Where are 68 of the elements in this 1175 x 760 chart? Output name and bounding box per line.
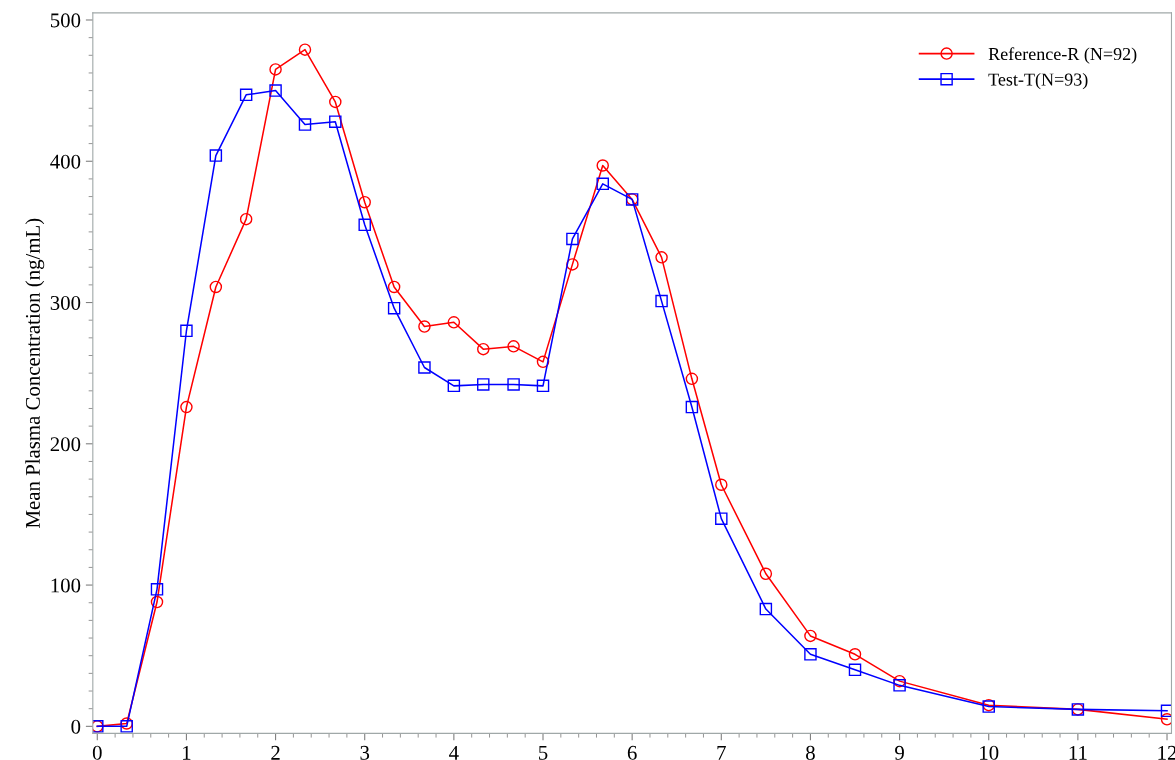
point [209,280,223,294]
y-tick-label: 300 [50,295,81,310]
point [418,361,431,374]
x-tick-label: 1 [183,745,191,760]
point [269,84,282,97]
x-tick-label: 5 [539,746,548,760]
point [507,378,520,391]
x-tick-label: 6 [627,745,637,760]
x-tick-label: 9 [895,745,904,760]
point [759,602,773,616]
point [358,195,371,209]
point [804,648,817,661]
point [150,595,164,609]
point [209,149,223,162]
point [759,567,773,581]
legend-label: Test-T(N=93) [988,72,1088,90]
x-tick-label: 7 [717,746,726,760]
point [447,316,461,329]
x-tick-label: 4 [449,745,459,760]
point [566,232,579,246]
y-tick-label: 200 [50,437,81,452]
point [596,177,609,191]
point [596,159,609,172]
point [655,251,668,264]
point [358,218,371,232]
y-tick-label: 500 [50,13,81,28]
point [150,583,164,596]
y-tick-label: 100 [51,578,81,593]
point [893,679,906,692]
point [655,294,668,308]
point [269,63,282,76]
point [804,629,817,643]
point [477,342,490,356]
point [180,400,193,414]
y-tick-label: 400 [50,154,81,169]
point [477,378,490,391]
y-axis-title: Mean Plasma Concentration (ng/mL) [25,218,45,528]
point [715,478,728,492]
point [536,379,550,393]
point [329,115,342,128]
point [447,379,461,393]
point [329,95,342,109]
point [387,301,401,315]
x-tick-label: 11 [1069,745,1087,760]
point [685,400,699,414]
point [1160,704,1172,718]
point [298,43,312,56]
point [387,280,401,294]
point [239,88,253,102]
x-tick-label: 8 [806,745,815,760]
point [1160,713,1172,726]
point [507,340,520,353]
y-tick-label: 0 [71,719,81,734]
point [180,324,193,338]
legend-label: Reference-R (N=92) [988,47,1137,64]
point [239,212,253,226]
point [418,320,431,333]
x-tick-label: 0 [92,745,102,760]
point [536,355,550,369]
point [848,663,862,677]
point [685,372,699,386]
point [715,512,728,525]
x-tick-label: 3 [360,745,370,760]
point [566,258,579,271]
x-tick-label: 10 [980,745,999,760]
point [298,118,312,131]
point [848,648,862,661]
x-tick-label: 2 [271,745,280,760]
